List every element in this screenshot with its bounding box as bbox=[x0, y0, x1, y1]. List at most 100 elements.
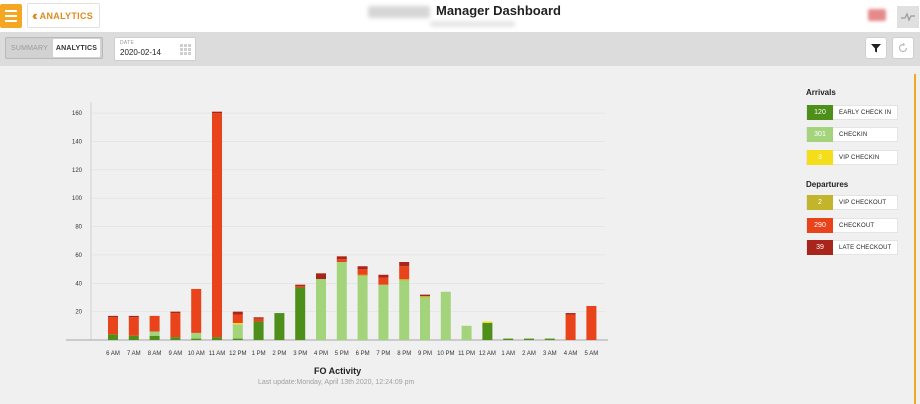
x-tick-label: 3 AM bbox=[543, 351, 557, 357]
x-tick-label: 11 AM bbox=[209, 351, 226, 357]
x-tick-label: 8 PM bbox=[397, 351, 411, 357]
calendar-grid-icon[interactable] bbox=[180, 44, 191, 55]
bar-segment bbox=[191, 288, 202, 333]
filter-icon bbox=[871, 44, 881, 53]
bar-segment bbox=[399, 279, 410, 281]
back-button[interactable]: ‹‹ ANALYTICS bbox=[27, 3, 100, 28]
legend-count: 2 bbox=[807, 195, 833, 210]
tab-summary[interactable]: SUMMARY bbox=[10, 44, 49, 52]
legend-label: EARLY CHECK IN bbox=[839, 109, 892, 116]
legend-count: 3 bbox=[807, 150, 833, 165]
bar-segment bbox=[170, 313, 181, 338]
bar-segment bbox=[461, 325, 472, 340]
fo-activity-chart: 20 40 60 80 100 120 140 160 6 AM 7 AM 8 AM 9 AM 10 A… bbox=[66, 102, 608, 357]
x-tick-label: 8 AM bbox=[148, 351, 162, 357]
bar-segment bbox=[440, 291, 451, 340]
y-tick-label: 160 bbox=[72, 111, 83, 117]
bar-segment bbox=[378, 274, 389, 278]
toolbar: SUMMARY ANALYTICS DATE 2020-02-14 bbox=[0, 32, 920, 66]
hotel-name-redacted bbox=[368, 6, 430, 18]
x-tick-label: 6 PM bbox=[356, 351, 370, 357]
bar-segment bbox=[253, 318, 264, 322]
refresh-button[interactable] bbox=[892, 37, 914, 59]
x-tick-label: 10 PM bbox=[437, 351, 454, 357]
bar-segment bbox=[357, 266, 368, 270]
bar-segment bbox=[420, 297, 430, 340]
bar-segment bbox=[336, 262, 347, 340]
bar-segment bbox=[336, 256, 347, 260]
legend-count: 290 bbox=[807, 218, 833, 233]
bar-segment bbox=[336, 259, 347, 262]
y-tick-label: 80 bbox=[75, 225, 82, 231]
bar-segment bbox=[378, 284, 389, 340]
x-tick-label: 7 AM bbox=[127, 351, 141, 357]
legend-count: 39 bbox=[807, 240, 833, 255]
bar-segment bbox=[420, 296, 430, 298]
filter-button[interactable] bbox=[865, 37, 887, 59]
bar-segment bbox=[420, 294, 430, 297]
bar-segment bbox=[482, 322, 493, 340]
x-tick-label: 3 PM bbox=[293, 351, 307, 357]
bar-segment bbox=[232, 314, 243, 323]
bar-segment bbox=[191, 332, 202, 339]
x-tick-label: 12 AM bbox=[479, 351, 496, 357]
y-tick-label: 120 bbox=[72, 168, 83, 174]
bar-segment bbox=[149, 331, 160, 336]
page-title: Manager Dashboard bbox=[436, 3, 561, 18]
bar-segment bbox=[357, 274, 368, 277]
date-value: 2020-02-14 bbox=[120, 48, 161, 57]
top-header: ‹‹ ANALYTICS Manager Dashboard bbox=[0, 0, 920, 32]
bar-segment bbox=[378, 277, 389, 285]
bar-segment bbox=[212, 113, 222, 338]
bar-segment bbox=[524, 338, 534, 340]
bar-segment bbox=[108, 315, 118, 318]
main-content: 20 40 60 80 100 120 140 160 6 AM 7 AM 8 AM 9 AM 10 A… bbox=[0, 66, 920, 404]
bar-segment bbox=[544, 338, 555, 340]
x-tick-label: 5 PM bbox=[335, 351, 349, 357]
menu-icon[interactable] bbox=[0, 4, 22, 28]
bar-segment bbox=[232, 322, 243, 325]
x-tick-label: 2 AM bbox=[522, 351, 536, 357]
bar-segment bbox=[212, 337, 222, 340]
x-tick-label: 4 AM bbox=[564, 351, 578, 357]
scrollbar[interactable] bbox=[914, 74, 916, 404]
x-tick-label: 10 AM bbox=[188, 351, 205, 357]
legend-label: VIP CHECKOUT bbox=[839, 199, 887, 206]
bar-segment bbox=[128, 335, 139, 340]
bar-segment bbox=[295, 287, 306, 340]
x-tick-label: 7 PM bbox=[376, 351, 390, 357]
bar-segment bbox=[253, 317, 264, 319]
last-update-text: Last update:Monday, April 13th 2020, 12:… bbox=[258, 379, 415, 386]
legend-count: 120 bbox=[807, 105, 833, 120]
legend-early-check-in[interactable]: 120 EARLY CHECK IN bbox=[806, 105, 898, 120]
legend-vip-checkin[interactable]: 3 VIP CHECKIN bbox=[806, 150, 898, 165]
legend-late-checkout[interactable]: 39 LATE CHECKOUT bbox=[806, 240, 898, 255]
refresh-icon bbox=[898, 42, 908, 53]
bar-segment bbox=[128, 317, 139, 336]
bar-segment bbox=[191, 338, 202, 340]
x-tick-label: 12 PM bbox=[229, 351, 246, 357]
bar-segment bbox=[316, 279, 326, 340]
x-tick-label: 2 PM bbox=[272, 351, 286, 357]
bar-segment bbox=[149, 315, 160, 332]
bar-segment bbox=[399, 262, 410, 267]
pulse-icon[interactable] bbox=[897, 6, 919, 28]
bar-segment bbox=[274, 313, 285, 340]
arrivals-title: Arrivals bbox=[806, 88, 836, 97]
double-chevron-left-icon: ‹‹ bbox=[32, 8, 37, 23]
bar-segment bbox=[232, 311, 243, 315]
legend-checkin[interactable]: 301 CHECKIN bbox=[806, 127, 898, 142]
bar-segment bbox=[357, 276, 368, 340]
x-tick-label: 5 AM bbox=[585, 351, 599, 357]
legend-checkout[interactable]: 290 CHECKOUT bbox=[806, 218, 898, 233]
y-tick-label: 60 bbox=[75, 253, 82, 259]
y-tick-label: 100 bbox=[72, 196, 83, 202]
x-tick-label: 6 AM bbox=[106, 351, 120, 357]
tab-analytics[interactable]: ANALYTICS bbox=[53, 39, 100, 57]
x-tick-label: 11 PM bbox=[458, 351, 475, 357]
date-field[interactable]: DATE 2020-02-14 bbox=[114, 37, 196, 61]
legend-vip-checkout[interactable]: 2 VIP CHECKOUT bbox=[806, 195, 898, 210]
avatar[interactable] bbox=[868, 9, 886, 21]
x-tick-label: 9 PM bbox=[418, 351, 432, 357]
bar-segment bbox=[586, 305, 597, 340]
